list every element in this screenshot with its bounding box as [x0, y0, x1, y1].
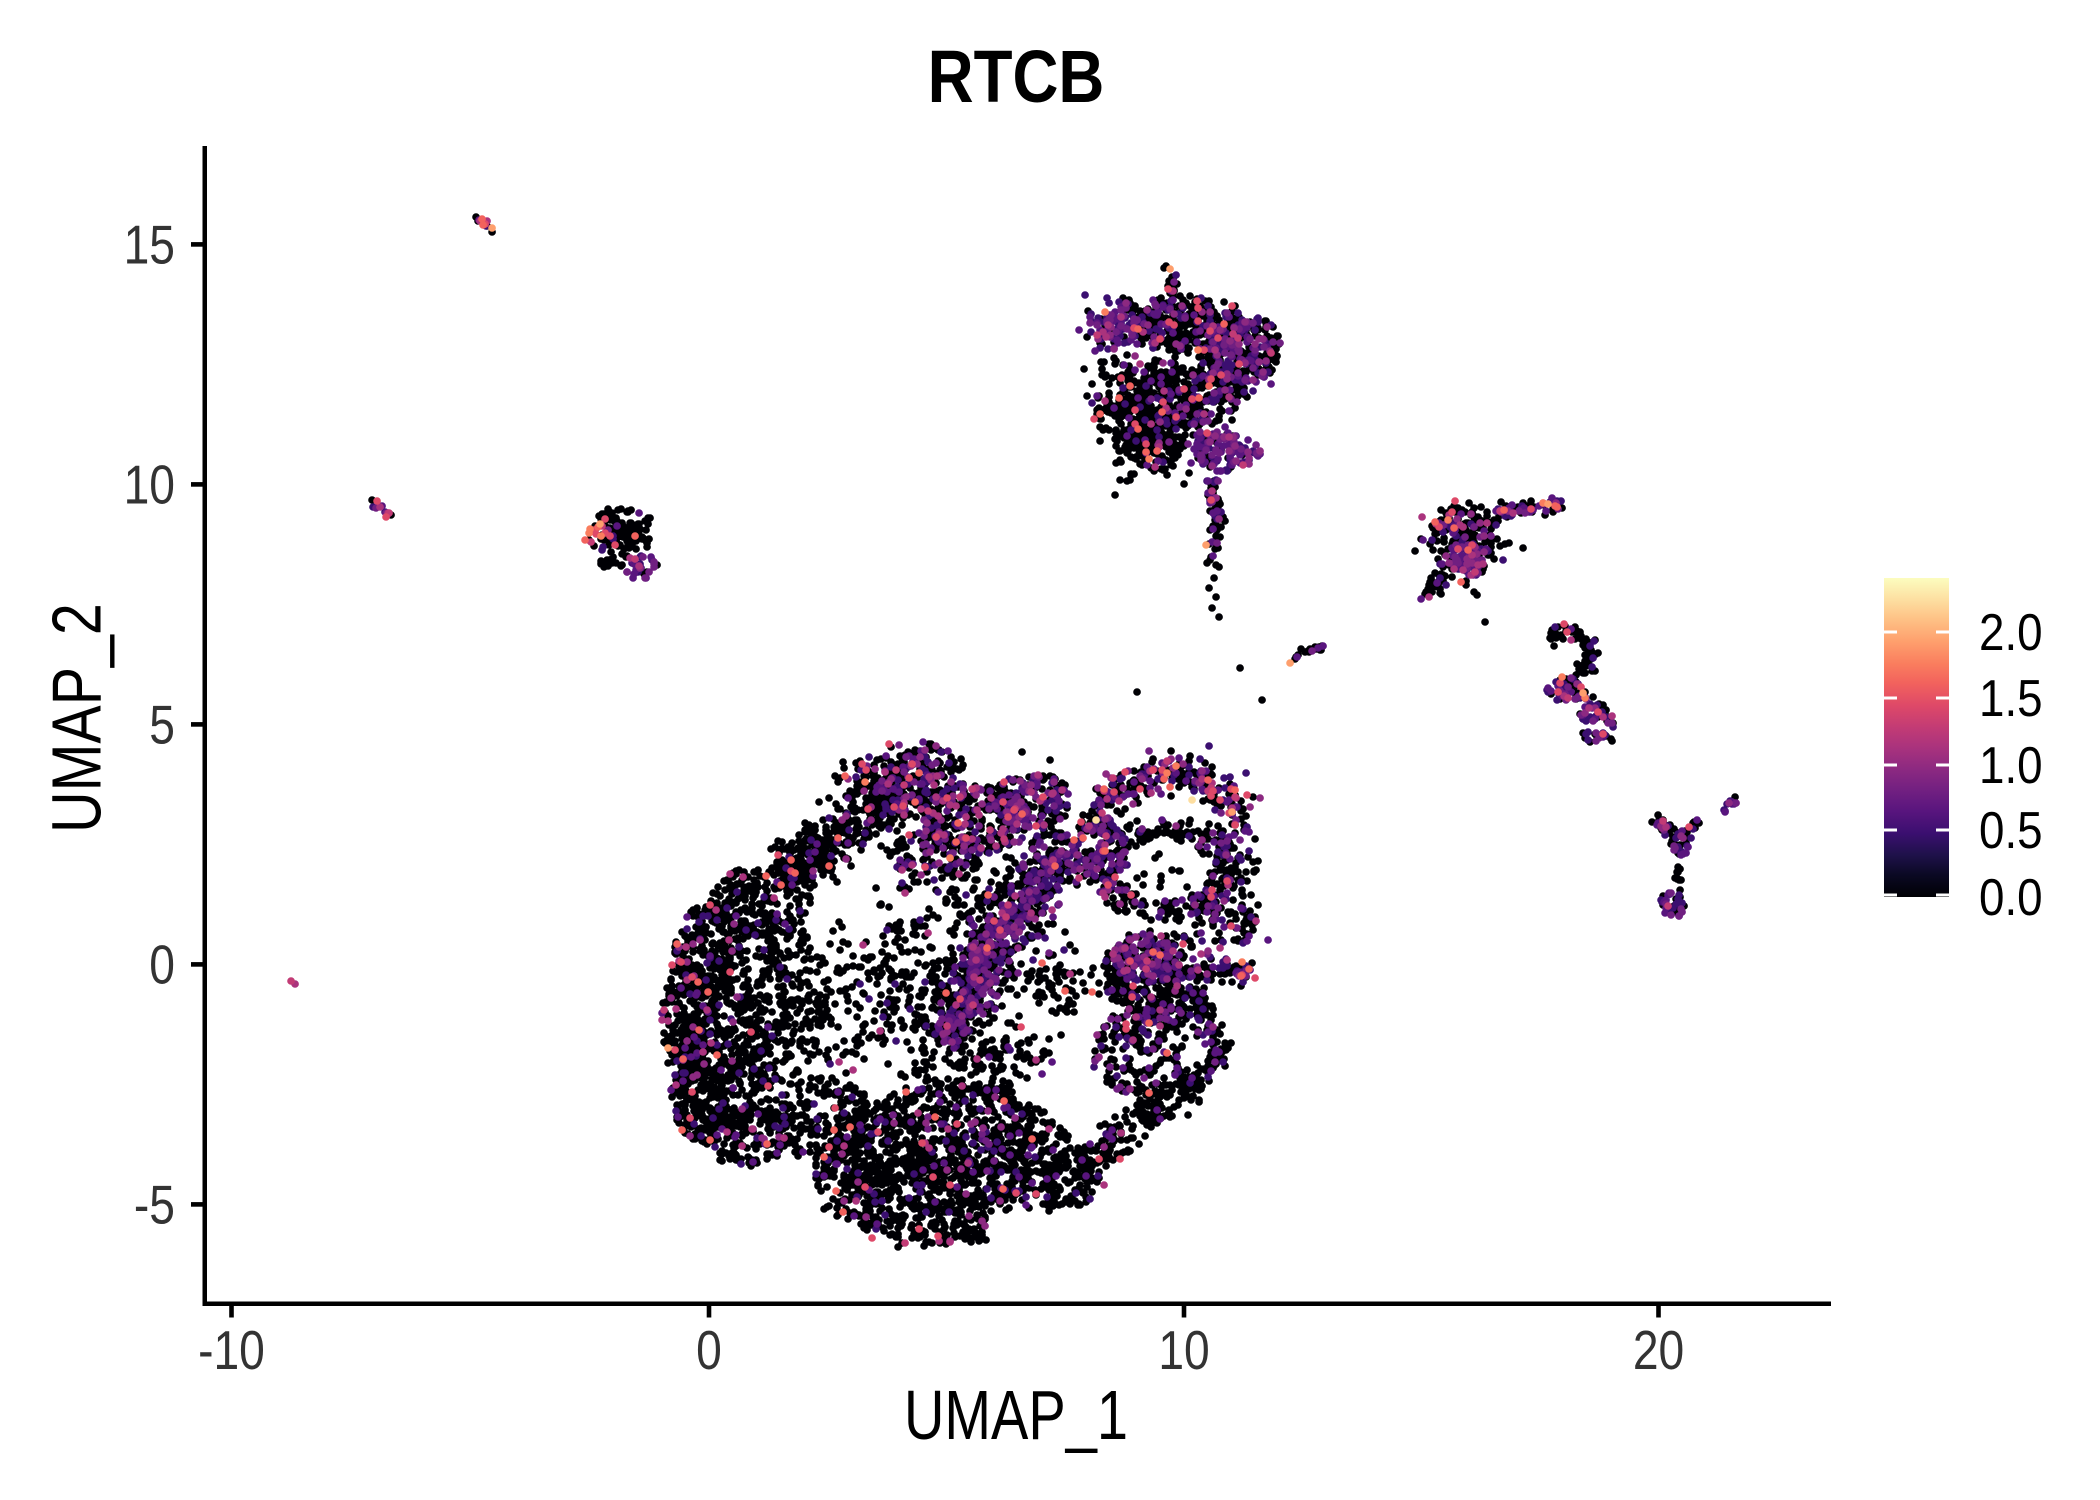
- svg-text:10: 10: [1158, 1319, 1209, 1381]
- svg-text:0: 0: [696, 1319, 722, 1381]
- svg-text:1.5: 1.5: [1979, 670, 2043, 727]
- svg-text:20: 20: [1633, 1319, 1684, 1381]
- svg-text:5: 5: [149, 693, 175, 755]
- svg-text:-10: -10: [198, 1319, 265, 1381]
- svg-text:UMAP_1: UMAP_1: [904, 1377, 1128, 1454]
- svg-text:0.5: 0.5: [1979, 802, 2043, 859]
- svg-text:1.0: 1.0: [1979, 737, 2043, 794]
- svg-text:0: 0: [149, 933, 175, 995]
- svg-text:15: 15: [124, 213, 175, 275]
- svg-text:0.0: 0.0: [1979, 869, 2043, 926]
- svg-text:-5: -5: [134, 1173, 175, 1235]
- svg-text:RTCB: RTCB: [928, 36, 1105, 119]
- svg-text:10: 10: [124, 453, 175, 515]
- svg-text:UMAP_2: UMAP_2: [37, 603, 116, 833]
- svg-text:2.0: 2.0: [1979, 604, 2043, 661]
